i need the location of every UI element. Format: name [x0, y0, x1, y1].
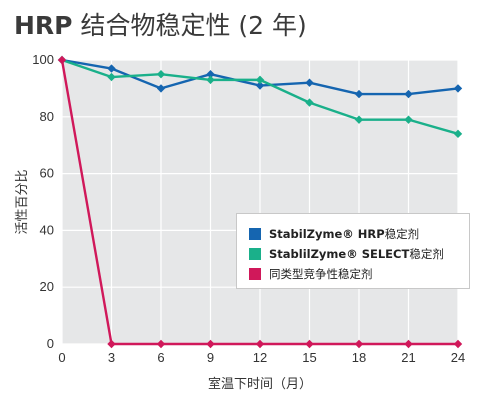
data-point	[354, 89, 364, 99]
chart-title-rest: 结合物稳定性 (2 年)	[72, 11, 307, 40]
legend-label-select-rest: 稳定剂	[409, 247, 444, 261]
x-tick-label: 21	[401, 350, 415, 365]
y-tick-label: 60	[40, 166, 54, 181]
data-point	[206, 75, 215, 85]
legend-item-hrp: StabilZyme® HRP 稳定剂	[249, 224, 469, 244]
legend-swatch-hrp	[249, 228, 261, 240]
legend-label-select-bold: StablilZyme® SELECT	[269, 247, 410, 261]
data-point	[57, 55, 67, 65]
y-tick-labels: 0 20 40 60 80 100	[32, 52, 54, 351]
y-tick-label: 40	[40, 222, 54, 237]
data-point	[305, 339, 314, 349]
x-tick-label: 18	[352, 350, 366, 365]
legend-item-select: StablilZyme® SELECT 稳定剂	[249, 244, 469, 264]
x-axis-label: 室温下时间（月）	[208, 376, 312, 392]
series-2	[57, 55, 463, 349]
data-point	[206, 70, 215, 79]
data-point	[404, 115, 413, 124]
data-point	[404, 89, 413, 99]
x-tick-label: 24	[451, 350, 465, 365]
y-tick-label: 0	[47, 336, 54, 351]
y-tick-label: 20	[40, 279, 54, 294]
data-point	[453, 84, 463, 93]
data-point	[107, 339, 116, 349]
data-point	[156, 70, 166, 79]
data-point	[107, 64, 116, 73]
legend-swatch-select	[249, 248, 261, 260]
y-tick-label: 100	[32, 52, 54, 67]
x-tick-label: 0	[58, 350, 65, 365]
legend-label-hrp-rest: 稳定剂	[384, 227, 420, 241]
data-point	[354, 115, 364, 124]
data-point	[255, 75, 265, 85]
x-tick-label: 15	[302, 350, 316, 365]
y-axis-label: 活性百分比	[15, 169, 30, 234]
series-group	[57, 55, 463, 349]
data-point	[107, 72, 116, 82]
data-point	[156, 84, 166, 93]
data-point	[354, 339, 364, 349]
legend: StabilZyme® HRP 稳定剂 StablilZyme® SELECT …	[236, 213, 470, 289]
data-point	[453, 129, 463, 139]
legend-label-hrp-bold: StabilZyme® HRP	[269, 227, 385, 241]
x-tick-label: 6	[157, 350, 164, 365]
data-point	[255, 339, 265, 349]
legend-item-competitor: 同类型竞争性稳定剂	[249, 264, 469, 284]
x-tick-labels: 0 3 6 9 12 15 18 21 24	[58, 350, 465, 365]
x-tick-label: 12	[253, 350, 267, 365]
data-point	[305, 78, 314, 87]
data-point	[453, 339, 463, 349]
x-tick-label: 9	[207, 350, 214, 365]
chart-title-bold: HRP	[14, 11, 73, 40]
chart-title: HRP 结合物稳定性 (2 年)	[14, 6, 307, 42]
data-point	[206, 339, 215, 349]
data-point	[404, 339, 413, 349]
y-tick-label: 80	[40, 109, 54, 124]
data-point	[305, 98, 314, 107]
data-point	[156, 339, 166, 349]
x-tick-label: 3	[108, 350, 115, 365]
legend-swatch-competitor	[249, 268, 261, 280]
data-point	[255, 81, 265, 90]
legend-label-competitor: 同类型竞争性稳定剂	[269, 267, 373, 281]
